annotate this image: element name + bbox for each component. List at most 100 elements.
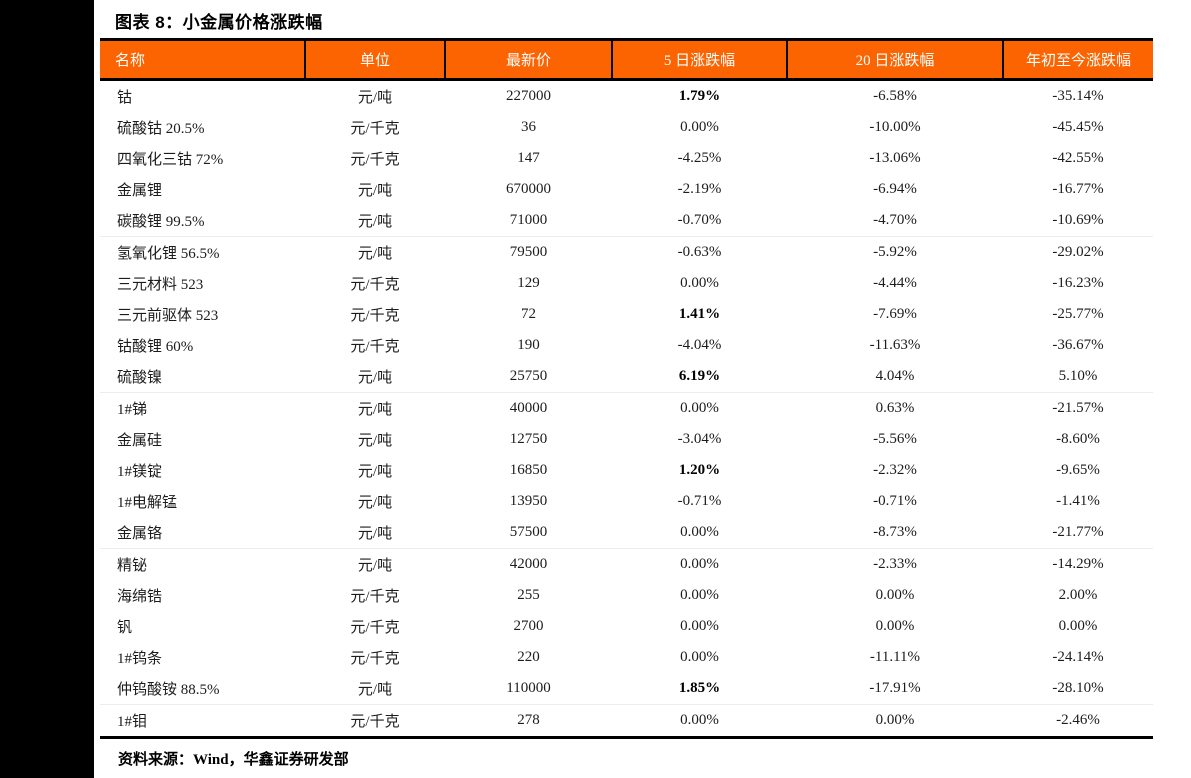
table-row: 氢氧化锂 56.5% 元/吨 79500 -0.63% -5.92% -29.02%	[100, 237, 1153, 269]
table-row: 硫酸镍 元/吨 25750 6.19% 4.04% 5.10%	[100, 361, 1153, 393]
chg-5day-cell: 1.85%	[612, 673, 787, 705]
unit-cell: 元/吨	[305, 205, 445, 237]
chg-5day-cell: -4.04%	[677, 337, 722, 353]
metal-name-cell: 钴	[117, 90, 133, 106]
metal-name-cell: 氢氧化锂 56.5%	[117, 246, 220, 262]
chg-20day-cell: -2.33%	[873, 556, 917, 572]
chg-20day-cell: -11.63%	[869, 337, 921, 353]
chg-ytd-cell: 0.00%	[1058, 618, 1098, 634]
unit-cell: 元/吨	[357, 433, 393, 449]
chg-5day-cell: 0.00%	[680, 119, 719, 135]
latest-price-cell: 13950	[509, 493, 548, 509]
chg-ytd-cell: -21.57%	[1052, 400, 1104, 416]
chg-20day-cell: -5.92%	[873, 244, 917, 260]
table-row: 钴 元/吨 227000 1.79% -6.58% -35.14%	[100, 80, 1153, 113]
chg-5day-cell: 1.41%	[678, 306, 721, 322]
metal-name-cell: 硫酸钴 20.5%	[117, 121, 205, 137]
chg-20day-cell: -11.11%	[869, 649, 921, 665]
latest-price-cell: 16850	[509, 462, 548, 478]
unit-cell: 元/吨	[357, 183, 393, 199]
chg-20day-cell: 0.00%	[875, 587, 915, 603]
table-row: 金属铬 元/吨 57500 0.00% -8.73% -21.77%	[100, 517, 1153, 549]
table-row: 1#钼 元/千克 278 0.00% 0.00% -2.46%	[100, 704, 1153, 739]
unit-cell: 元/千克	[350, 589, 400, 605]
unit-cell: 元/吨	[357, 558, 393, 574]
chg-20day-cell: -10.00%	[869, 119, 921, 135]
chg-20day-cell: -4.44%	[873, 275, 917, 291]
unit-cell: 元/千克	[350, 277, 400, 293]
unit-cell: 元/吨	[357, 90, 393, 106]
unit-cell: 元/千克	[350, 651, 400, 667]
chg-ytd-cell: -21.77%	[1003, 517, 1153, 549]
metal-price-table: 名称 单位 最新价 5 日涨跌幅 20 日涨跌幅 年初至今涨跌幅 钴元/吨 227…	[100, 38, 1153, 739]
chg-5day-cell: -3.04%	[677, 431, 722, 447]
document-page: 图表 8：小金属价格涨跌幅 名称 单位 最新价 5 日涨跌幅 20 日涨跌幅 年…	[94, 0, 1191, 778]
latest-price-cell: 227000	[506, 88, 551, 104]
unit-cell: 元/千克	[350, 152, 400, 168]
chg-20day-cell: -6.94%	[873, 181, 917, 197]
chg-20day-cell: -7.69%	[873, 306, 917, 322]
chg-5day-cell: -0.63%	[677, 244, 722, 260]
unit-cell: 元/吨	[357, 246, 393, 262]
unit-cell: 元/吨	[357, 464, 393, 480]
table-row: 碳酸锂 99.5% 元/吨 71000 -0.70% -4.70% -10.69%	[100, 205, 1153, 237]
table-row: 三元前驱体 523 元/千克 72 1.41% -7.69% -25.77%	[100, 299, 1153, 330]
unit-cell: 元/吨	[357, 402, 393, 418]
metal-name-cell: 海绵锆	[117, 589, 163, 605]
unit-cell: 元/吨	[305, 673, 445, 705]
latest-price-cell: 129	[517, 275, 540, 291]
chg-5day-cell: 1.20%	[678, 462, 721, 478]
latest-price-cell: 25750	[445, 361, 612, 393]
table-row: 1#镁锭 元/吨 16850 1.20% -2.32% -9.65%	[100, 455, 1153, 486]
chg-ytd-cell: -8.60%	[1056, 431, 1100, 447]
chg-5day-cell: 0.00%	[612, 704, 787, 739]
unit-cell: 元/千克	[305, 704, 445, 739]
latest-price-cell: 57500	[445, 517, 612, 549]
metal-name-cell: 精铋	[117, 558, 148, 574]
chg-5day-cell: 0.00%	[680, 400, 719, 416]
metal-name-cell: 金属锂	[117, 183, 163, 199]
metal-name-cell: 钴酸锂 60%	[117, 339, 194, 355]
chg-5day-cell: 0.00%	[680, 618, 719, 634]
unit-cell: 元/吨	[305, 361, 445, 393]
latest-price-cell: 147	[517, 150, 540, 166]
chg-5day-cell: 6.19%	[612, 361, 787, 393]
chg-20day-cell: 0.63%	[875, 400, 915, 416]
table-row: 金属硅 元/吨 12750 -3.04% -5.56% -8.60%	[100, 424, 1153, 455]
chg-20day-cell: -2.32%	[873, 462, 917, 478]
chg-20day-cell: 0.00%	[875, 618, 915, 634]
chg-5day-cell: -0.70%	[612, 205, 787, 237]
chg-20day-cell: -6.58%	[873, 88, 917, 104]
latest-price-cell: 71000	[445, 205, 612, 237]
latest-price-cell: 42000	[509, 556, 548, 572]
latest-price-cell: 12750	[509, 431, 548, 447]
table-row: 钒 元/千克 2700 0.00% 0.00% 0.00%	[100, 611, 1153, 642]
latest-price-cell: 40000	[509, 400, 548, 416]
chg-20day-cell: -8.73%	[787, 517, 1003, 549]
chg-ytd-cell: -14.29%	[1052, 556, 1104, 572]
chg-ytd-cell: -28.10%	[1003, 673, 1153, 705]
source-note: 资料来源：Wind，华鑫证券研发部	[118, 752, 349, 768]
chg-20day-cell: -13.06%	[869, 150, 921, 166]
latest-price-cell: 255	[517, 587, 540, 603]
chg-ytd-cell: -16.23%	[1052, 275, 1104, 291]
chg-ytd-cell: -16.77%	[1052, 181, 1104, 197]
latest-price-cell: 36	[521, 119, 536, 135]
chg-5day-cell: -2.19%	[677, 181, 722, 197]
chg-ytd-cell: 2.00%	[1058, 587, 1098, 603]
chg-ytd-cell: -35.14%	[1052, 88, 1104, 104]
unit-cell: 元/吨	[305, 517, 445, 549]
table-row: 金属锂 元/吨 670000 -2.19% -6.94% -16.77%	[100, 174, 1153, 205]
column-header-20day-change: 20 日涨跌幅	[786, 39, 1003, 80]
latest-price-cell: 2700	[513, 618, 544, 634]
chg-5day-cell: 0.00%	[612, 517, 787, 549]
chg-5day-cell: 0.00%	[680, 556, 719, 572]
chg-20day-cell: -5.56%	[873, 431, 917, 447]
latest-price-cell: 670000	[506, 181, 551, 197]
column-header-latest-price: 最新价	[444, 39, 612, 80]
metal-name-cell: 1#钼	[100, 704, 305, 739]
chg-20day-cell: -4.70%	[787, 205, 1003, 237]
unit-cell: 元/千克	[350, 308, 400, 324]
metal-name-cell: 四氧化三钴 72%	[117, 152, 224, 168]
